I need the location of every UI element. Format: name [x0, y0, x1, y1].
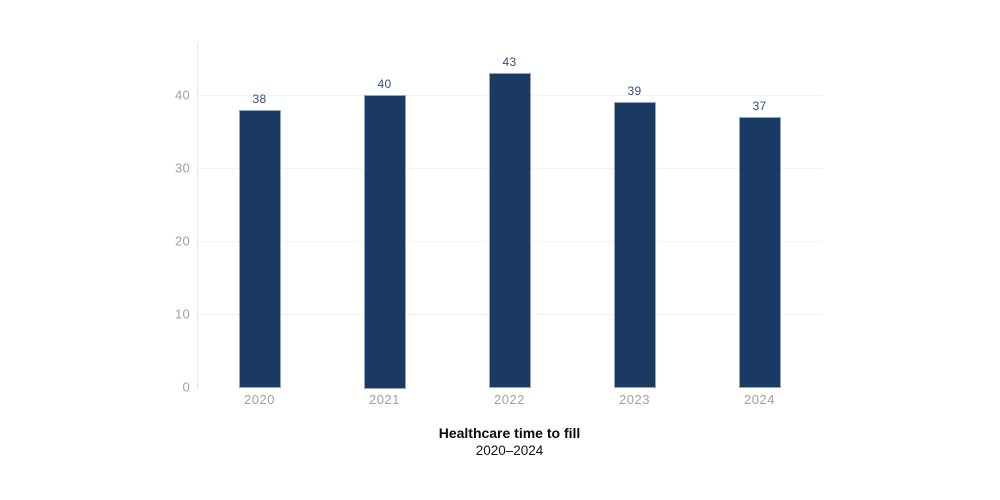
x-tick-label: 2021 [369, 392, 400, 407]
chart-subtitle: 2020–2024 [475, 443, 544, 458]
y-axis-line [197, 42, 198, 389]
y-tick-label: 10 [174, 306, 190, 322]
bar-2024[interactable] [738, 116, 781, 389]
y-tick-label: 0 [182, 379, 190, 395]
chart-title: Healthcare time to fill [438, 425, 581, 441]
x-tick-label: 2020 [244, 392, 275, 407]
x-tick-label: 2024 [744, 392, 775, 407]
bar-2021[interactable] [363, 95, 406, 389]
bar-value-label: 37 [752, 98, 767, 113]
y-tick-label: 20 [174, 233, 190, 249]
y-tick-label: 30 [174, 160, 190, 176]
x-tick-label: 2022 [494, 392, 525, 407]
bar-2022[interactable] [488, 73, 531, 389]
x-tick-label: 2023 [619, 392, 650, 407]
bar-value-label: 43 [502, 55, 517, 70]
y-tick-label: 40 [174, 87, 190, 103]
bar-value-label: 40 [377, 77, 392, 91]
bar-2020[interactable] [238, 109, 281, 389]
bar-value-label: 39 [627, 84, 642, 99]
chart-title-block: Healthcare time to fill 2020–2024 [197, 424, 822, 460]
bar-value-label: 38 [252, 91, 267, 106]
bar-2023[interactable] [613, 102, 656, 389]
